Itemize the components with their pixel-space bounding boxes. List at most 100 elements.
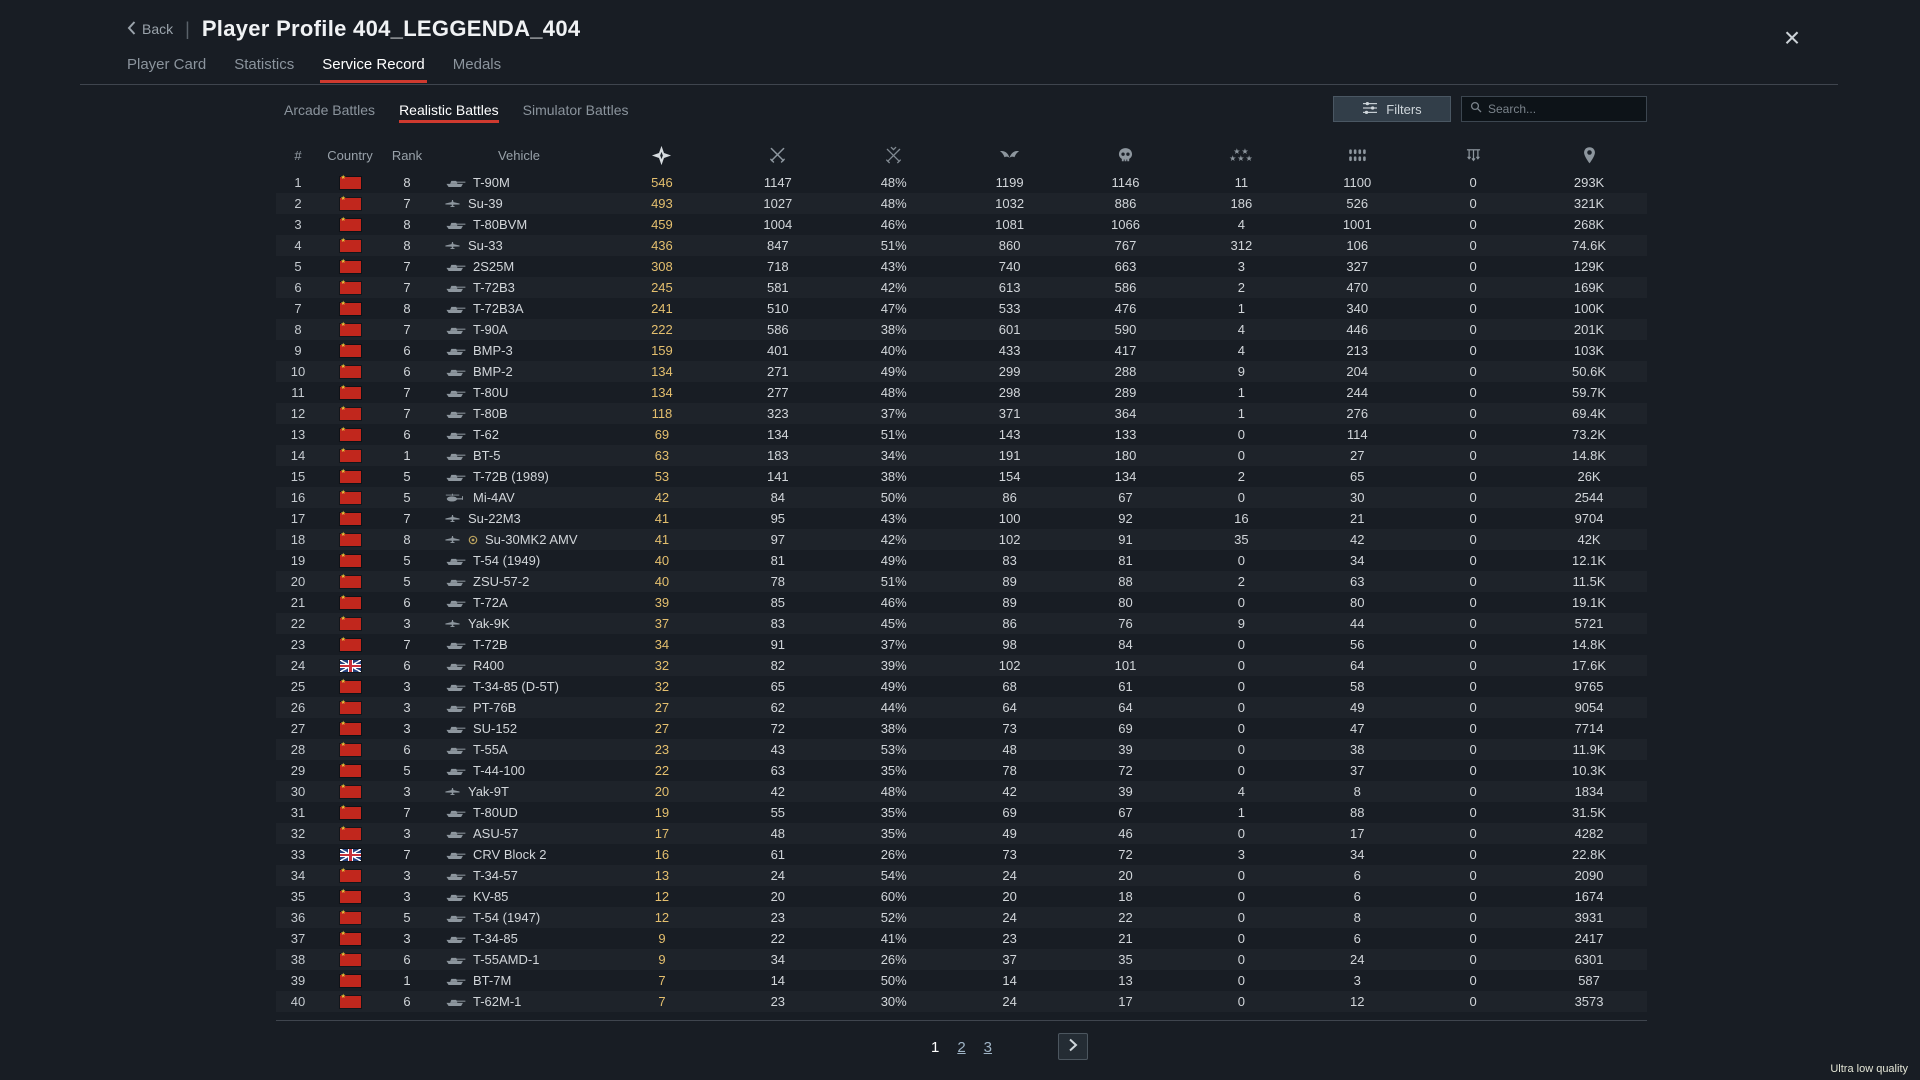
table-row[interactable]: 17 7 Su-22M3 41 95 43% 100 92 16 21 0 97… <box>276 508 1647 529</box>
table-row[interactable]: 1 8 T-90M 546 1147 48% 1199 1146 11 1100… <box>276 172 1647 193</box>
stat-air-targets: 35 <box>1234 532 1249 547</box>
country-cell <box>320 300 380 315</box>
respawns-icon[interactable] <box>952 144 1068 167</box>
table-row[interactable]: 6 7 T-72B3 245 581 42% 613 586 2 470 0 1… <box>276 277 1647 298</box>
filters-button[interactable]: Filters <box>1333 96 1451 122</box>
stat-respawns: 64 <box>1002 700 1017 715</box>
tank-icon <box>444 598 466 608</box>
vehicle-cell: Yak-9K <box>434 616 604 631</box>
table-row[interactable]: 33 7 CRV Block 2 16 61 26% 73 72 3 34 0 … <box>276 844 1647 865</box>
table-row[interactable]: 16 5 Mi-4AV 42 84 50% 86 67 0 30 0 2544 <box>276 487 1647 508</box>
table-row[interactable]: 8 7 T-90A 222 586 38% 601 590 4 446 0 20… <box>276 319 1647 340</box>
close-button[interactable]: × <box>1772 18 1812 58</box>
table-row[interactable]: 14 1 BT-5 63 183 34% 191 180 0 27 0 14.8… <box>276 445 1647 466</box>
table-row[interactable]: 32 3 ASU-57 17 48 35% 49 46 0 17 0 4282 <box>276 823 1647 844</box>
stat-ground-targets: 56 <box>1350 637 1365 652</box>
table-row[interactable]: 25 3 T-34-85 (D-5T) 32 65 49% 68 61 0 58… <box>276 676 1647 697</box>
table-row[interactable]: 24 6 R400 32 82 39% 102 101 0 64 0 17.6K <box>276 655 1647 676</box>
table-row[interactable]: 7 8 T-72B3A 241 510 47% 533 476 1 340 0 … <box>276 298 1647 319</box>
tab-realistic-battles[interactable]: Realistic Battles <box>399 102 499 123</box>
row-number: 39 <box>290 973 306 988</box>
table-row[interactable]: 39 1 BT-7M 7 14 50% 14 13 0 3 0 587 <box>276 970 1647 991</box>
table-row[interactable]: 5 7 2S25M 308 718 43% 740 663 3 327 0 12… <box>276 256 1647 277</box>
table-row[interactable]: 19 5 T-54 (1949) 40 81 49% 83 81 0 34 0 … <box>276 550 1647 571</box>
table-row[interactable]: 31 7 T-80UD 19 55 35% 69 67 1 88 0 31.5K <box>276 802 1647 823</box>
table-row[interactable]: 4 8 Su-33 436 847 51% 860 767 312 106 0 … <box>276 235 1647 256</box>
table-row[interactable]: 36 5 T-54 (1947) 12 23 52% 24 22 0 8 0 3… <box>276 907 1647 928</box>
stat-mission-score: 169K <box>1573 280 1605 295</box>
table-row[interactable]: 3 8 T-80BVM 459 1004 46% 1081 1066 4 100… <box>276 214 1647 235</box>
stat-victories: 53 <box>654 469 670 484</box>
rank-value: 7 <box>403 280 411 295</box>
row-number: 9 <box>294 343 302 358</box>
table-row[interactable]: 40 6 T-62M-1 7 23 30% 24 17 0 12 0 3573 <box>276 991 1647 1012</box>
table-row[interactable]: 9 6 BMP-3 159 401 40% 433 417 4 213 0 10… <box>276 340 1647 361</box>
stat-deaths: 590 <box>1114 322 1137 337</box>
table-row[interactable]: 27 3 SU-152 27 72 38% 73 69 0 47 0 7714 <box>276 718 1647 739</box>
table-row[interactable]: 29 5 T-44-100 22 63 35% 78 72 0 37 0 10.… <box>276 760 1647 781</box>
ussr-flag <box>339 573 361 588</box>
service-record-content: Arcade Battles Realistic Battles Simulat… <box>276 92 1647 1061</box>
table-row[interactable]: 21 6 T-72A 39 85 46% 89 80 0 80 0 19.1K <box>276 592 1647 613</box>
stat-victories: 63 <box>654 448 670 463</box>
table-row[interactable]: 20 5 ZSU-57-2 40 78 51% 89 88 2 63 0 11.… <box>276 571 1647 592</box>
page-button-2[interactable]: 2 <box>957 1038 966 1056</box>
stat-mission-score: 6301 <box>1574 952 1604 967</box>
rank-value: 7 <box>403 511 411 526</box>
stat-battles: 34 <box>770 952 786 967</box>
page-button-3[interactable]: 3 <box>983 1038 993 1056</box>
tab-service-record[interactable]: Service Record <box>320 56 427 83</box>
mission-score-icon[interactable] <box>1531 145 1647 166</box>
page-button-1[interactable]: 1 <box>930 1038 940 1056</box>
vehicle-cell: PT-76B <box>434 700 604 715</box>
stat-naval-targets: 0 <box>1469 280 1477 295</box>
tab-simulator-battles[interactable]: Simulator Battles <box>522 102 629 118</box>
table-row[interactable]: 13 6 T-62 69 134 51% 143 133 0 114 0 73.… <box>276 424 1647 445</box>
stat-naval-targets: 0 <box>1469 490 1477 505</box>
table-row[interactable]: 38 6 T-55AMD-1 9 34 26% 37 35 0 24 0 630… <box>276 949 1647 970</box>
table-row[interactable]: 22 3 Yak-9K 37 83 45% 86 76 9 44 0 5721 <box>276 613 1647 634</box>
table-row[interactable]: 18 8 Su-30MK2 AMV 41 97 42% 102 91 35 42… <box>276 529 1647 550</box>
tank-icon <box>444 283 466 293</box>
victories-icon[interactable] <box>604 144 720 167</box>
tab-medals[interactable]: Medals <box>452 56 502 73</box>
air-targets-destroyed-icon[interactable]: ★★ ★★★ <box>1229 147 1254 163</box>
table-row[interactable]: 11 7 T-80U 134 277 48% 298 289 1 244 0 5… <box>276 382 1647 403</box>
win-rate-icon[interactable] <box>836 145 952 166</box>
table-row[interactable]: 23 7 T-72B 34 91 37% 98 84 0 56 0 14.8K <box>276 634 1647 655</box>
tab-player-card[interactable]: Player Card <box>127 56 207 73</box>
table-row[interactable]: 30 3 Yak-9T 20 42 48% 42 39 4 8 0 1834 <box>276 781 1647 802</box>
stat-naval-targets: 0 <box>1469 532 1477 547</box>
stat-win-rate: 50% <box>880 973 907 988</box>
country-cell <box>320 993 380 1008</box>
next-page-button[interactable] <box>1057 1033 1088 1060</box>
tab-statistics[interactable]: Statistics <box>234 56 295 73</box>
table-row[interactable]: 34 3 T-34-57 13 24 54% 24 20 0 6 0 2090 <box>276 865 1647 886</box>
tab-arcade-battles[interactable]: Arcade Battles <box>284 102 376 118</box>
ground-targets-destroyed-icon[interactable] <box>1299 145 1415 166</box>
uk-flag <box>339 659 361 672</box>
stat-battles: 1027 <box>763 196 793 211</box>
rank-value: 3 <box>403 826 411 841</box>
stat-win-rate: 34% <box>880 448 907 463</box>
stat-ground-targets: 80 <box>1350 595 1365 610</box>
naval-targets-destroyed-icon[interactable] <box>1415 145 1531 166</box>
ussr-flag <box>339 804 361 819</box>
table-row[interactable]: 2 7 Su-39 493 1027 48% 1032 886 186 526 … <box>276 193 1647 214</box>
stat-victories: 134 <box>651 364 673 379</box>
table-row[interactable]: 10 6 BMP-2 134 271 49% 299 288 9 204 0 5… <box>276 361 1647 382</box>
battles-icon[interactable] <box>720 145 836 166</box>
back-button[interactable]: Back <box>127 20 173 38</box>
table-row[interactable]: 37 3 T-34-85 9 22 41% 23 21 0 6 0 2417 <box>276 928 1647 949</box>
ussr-flag <box>339 720 361 735</box>
stat-win-rate: 49% <box>880 364 907 379</box>
table-row[interactable]: 15 5 T-72B (1989) 53 141 38% 154 134 2 6… <box>276 466 1647 487</box>
table-row[interactable]: 26 3 PT-76B 27 62 44% 64 64 0 49 0 9054 <box>276 697 1647 718</box>
table-row[interactable]: 12 7 T-80B 118 323 37% 371 364 1 276 0 6… <box>276 403 1647 424</box>
stat-respawns: 24 <box>1002 910 1017 925</box>
stat-ground-targets: 340 <box>1346 301 1369 316</box>
table-row[interactable]: 35 3 KV-85 12 20 60% 20 18 0 6 0 1674 <box>276 886 1647 907</box>
deaths-icon[interactable] <box>1068 145 1184 166</box>
table-row[interactable]: 28 6 T-55A 23 43 53% 48 39 0 38 0 11.9K <box>276 739 1647 760</box>
search-input[interactable] <box>1488 102 1638 116</box>
